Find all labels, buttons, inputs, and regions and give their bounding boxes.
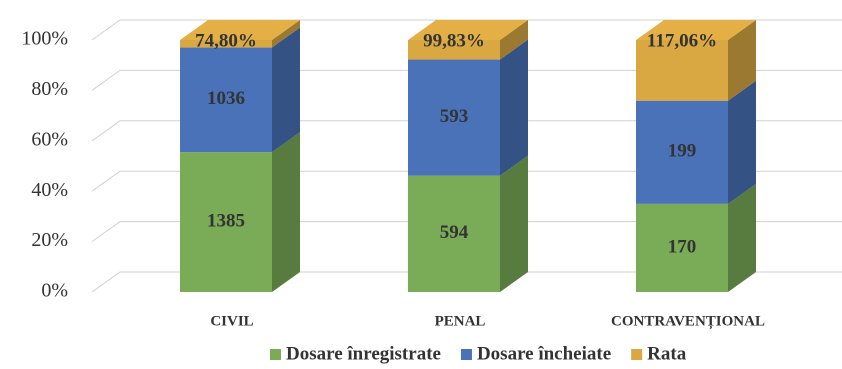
data-label: 593	[440, 106, 469, 127]
data-label: 1385	[207, 210, 245, 231]
data-label: 117,06%	[647, 30, 717, 51]
y-tick-label: 0%	[41, 280, 68, 302]
grid-line	[91, 120, 842, 142]
bar-segment	[180, 47, 272, 153]
grid-line	[91, 221, 842, 243]
y-tick-label: 80%	[31, 78, 68, 100]
bar-side	[500, 155, 528, 292]
data-label: 199	[668, 141, 697, 162]
bar-segment	[180, 40, 272, 48]
legend-swatch	[270, 349, 281, 360]
bar-segment	[636, 203, 728, 292]
x-tick-label: CONTRAVENȚIONAL	[611, 313, 765, 329]
bar-top	[408, 20, 528, 40]
bar-side	[500, 39, 528, 176]
legend-swatch	[631, 349, 643, 360]
bar-side	[272, 132, 300, 292]
legend-label: Rata	[647, 343, 687, 364]
data-label: 1036	[207, 88, 245, 109]
data-label: 594	[440, 222, 469, 243]
bar-side	[500, 20, 528, 60]
bar-segment	[408, 40, 500, 60]
bar-side	[728, 80, 756, 204]
bar-side	[272, 20, 300, 48]
legend-swatch	[460, 349, 472, 360]
bar-segment	[408, 175, 500, 292]
y-tick-label: 60%	[31, 128, 68, 150]
grid-line	[91, 69, 842, 91]
bar-side	[272, 27, 300, 153]
y-tick-label: 100%	[21, 28, 68, 50]
data-label: 99,83%	[423, 30, 485, 51]
bar-segment	[180, 152, 272, 292]
x-tick-label: CIVIL	[210, 313, 253, 329]
grid-line	[91, 170, 842, 192]
x-tick-label: PENAL	[435, 313, 486, 329]
bar-side	[728, 20, 756, 101]
bar-top	[636, 20, 756, 40]
grid-line	[91, 271, 842, 293]
legend-label: Dosare înregistrate	[286, 343, 441, 364]
grid-line	[91, 19, 842, 41]
bar-side	[728, 183, 756, 292]
bar-segment	[636, 40, 728, 101]
bar-top	[180, 20, 300, 40]
data-label: 170	[668, 236, 697, 257]
y-tick-label: 20%	[31, 229, 68, 251]
data-label: 74,80%	[195, 30, 257, 51]
legend-label: Dosare încheiate	[477, 343, 611, 364]
y-tick-label: 40%	[31, 179, 68, 201]
bar-segment	[408, 59, 500, 176]
bar-segment	[636, 100, 728, 204]
